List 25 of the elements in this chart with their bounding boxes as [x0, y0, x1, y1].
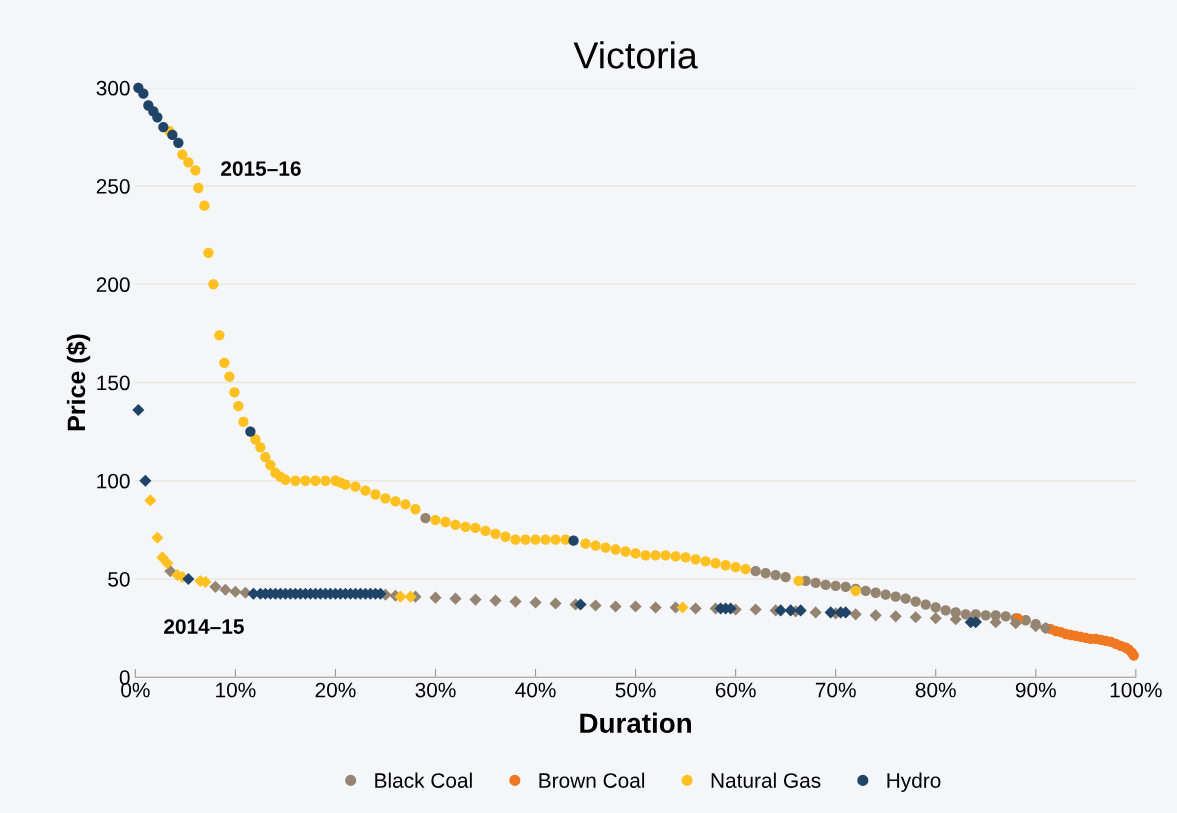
y-axis-title: Price ($): [66, 334, 91, 431]
annotation: 2014–15: [164, 619, 244, 634]
x-tick-label: 100%: [1110, 682, 1162, 698]
chart-title: Victoria: [573, 41, 698, 69]
x-axis-title: Duration: [580, 712, 691, 734]
x-tick-label: 20%: [315, 682, 356, 698]
y-tick-label: 100: [97, 473, 130, 489]
legend-label: Natural Gas: [711, 772, 821, 788]
y-tick-label: 250: [96, 179, 130, 194]
x-tick-label: 60%: [715, 682, 756, 698]
x-tick-label: 50%: [615, 682, 656, 698]
x-tick-label: 30%: [415, 682, 456, 698]
y-tick-label: 150: [97, 375, 130, 391]
y-tick-label: 50: [108, 571, 130, 587]
legend-label: Brown Coal: [539, 772, 645, 788]
y-tick-label: 200: [96, 277, 130, 293]
x-tick-label: 90%: [1015, 682, 1056, 698]
y-tick-label: 300: [96, 80, 130, 96]
x-tick-label: 70%: [815, 682, 856, 698]
legend-label: Hydro: [887, 772, 941, 793]
x-tick-label: 40%: [515, 682, 556, 698]
x-tick-label: 10%: [216, 682, 256, 698]
legend-label: Black Coal: [375, 772, 472, 788]
annotation: 2015–16: [221, 161, 301, 176]
x-tick-label: 80%: [915, 682, 956, 698]
